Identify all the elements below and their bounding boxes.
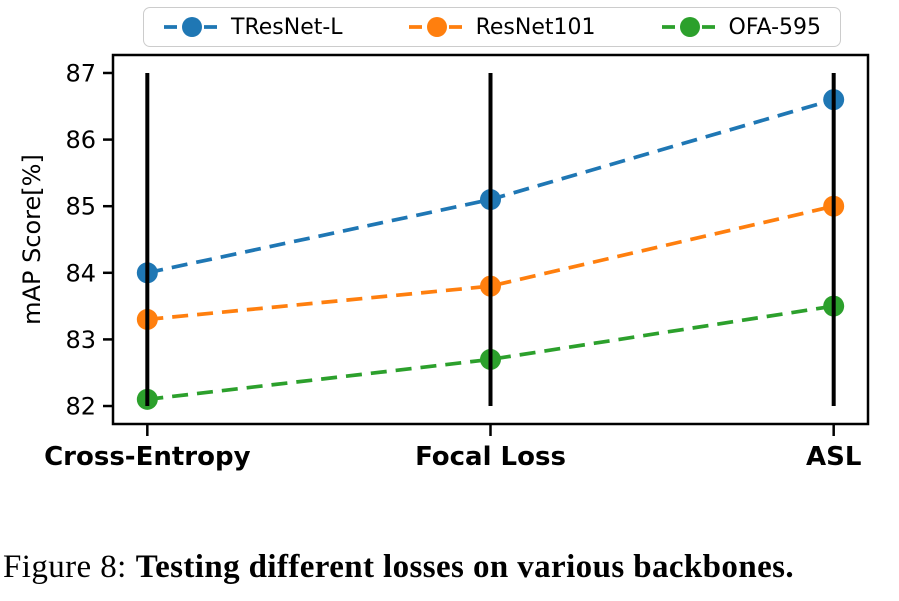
caption-prefix: Figure 8: [3,549,127,585]
y-axis-label: mAP Score[%] [18,154,46,325]
legend-entry-TResNet-L: TResNet-L [163,15,343,40]
legend-line-marker-icon [408,17,465,37]
legend-label-ResNet101: ResNet101 [475,14,596,40]
legend-entry-OFA-595: OFA-595 [661,15,821,40]
series-line-ResNet101 [147,204,835,322]
legend-dot [182,17,202,37]
legend-label-TResNet-L: TResNet-L [231,14,343,40]
x-tick-label-1: Focal Loss [415,442,566,472]
legend-dot [426,17,447,37]
y-tick-label: 82 [65,393,96,421]
series-line-OFA-595 [147,304,834,402]
legend-entry-ResNet101: ResNet101 [408,15,596,40]
legend-line-marker-icon [164,17,220,37]
y-tick-label: 83 [65,326,96,354]
caption-title: Testing different losses on various back… [135,549,795,585]
y-tick-label: 87 [65,59,96,87]
y-tick-label: 85 [65,193,96,221]
chart-legend: TResNet-L ResNet101 OFA-595 [143,7,841,47]
legend-label-OFA-595: OFA-595 [728,14,821,40]
y-tick-label: 84 [65,259,96,287]
chart-canvas: 82 83 84 85 86 87 Cross-Entropy Focal Loss ASL mA… [18,53,870,472]
figure-caption: Figure 8: Testing different losses on var… [3,549,899,586]
legend-line-marker-icon [661,17,718,37]
y-tick-label: 86 [65,126,96,154]
x-tick-label-2: ASL [806,442,861,472]
x-tick-label-0: Cross-Entropy [44,442,251,472]
legend-dot [679,17,700,37]
